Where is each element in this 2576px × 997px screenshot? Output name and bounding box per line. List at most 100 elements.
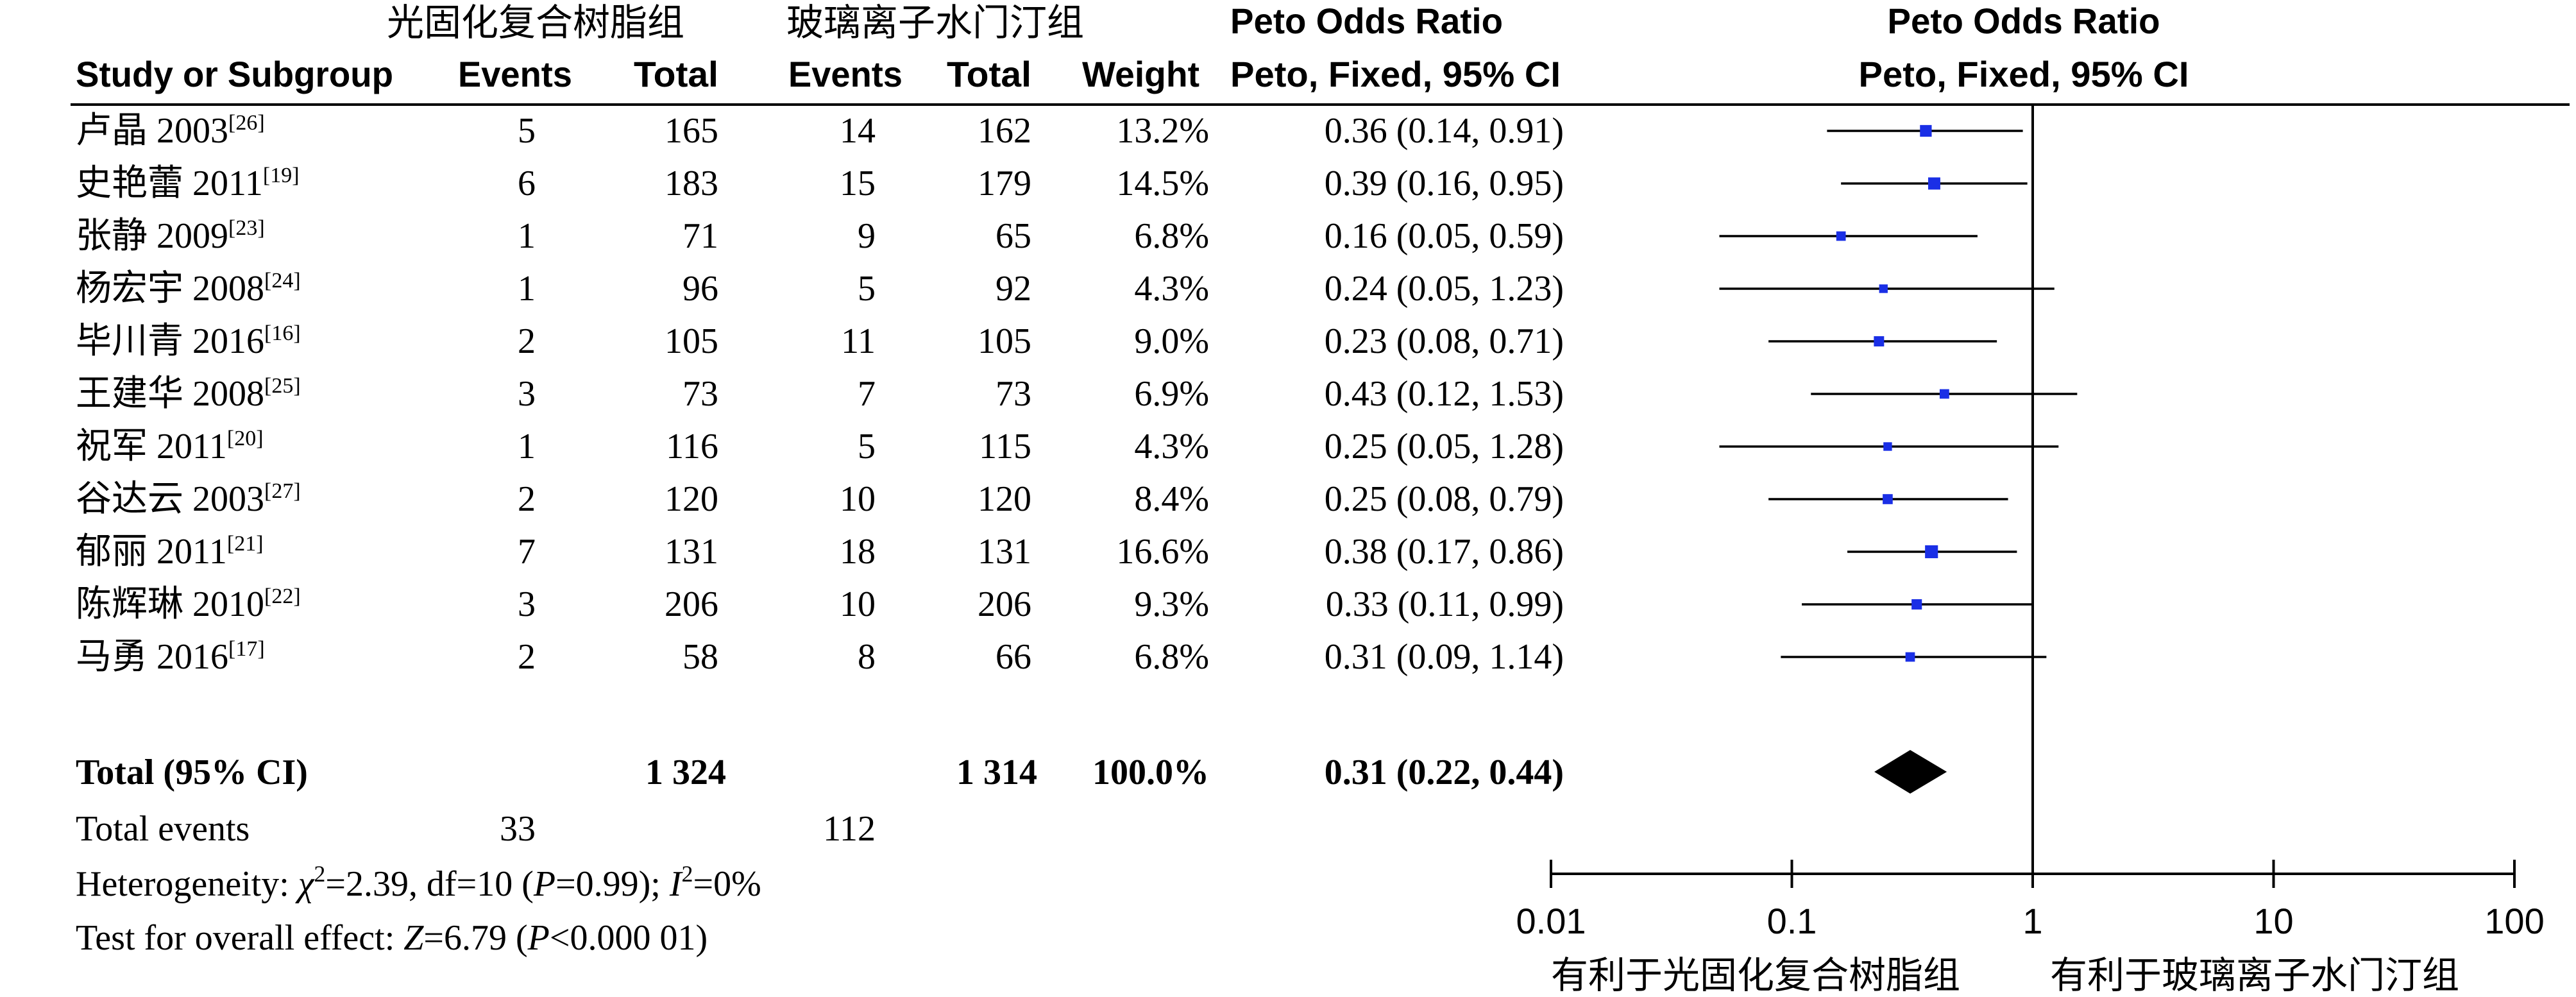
study-header: Study or Subgroup — [76, 54, 393, 94]
study-ci: 0.36 (0.14, 0.91) — [1325, 111, 1564, 151]
table-row: 张静 2009[23] 1 71 9 65 6.8% 0.16 (0.05, 0.59) — [76, 216, 1564, 256]
study-label: 史艳蕾 2011 — [76, 164, 263, 203]
overall-part: <0.000 01) — [550, 918, 708, 958]
plot-area: 0.01 0.1 1 10 100 — [1516, 105, 2545, 941]
study-events2: 8 — [858, 637, 876, 677]
total-events2: 112 — [823, 809, 876, 849]
study-total2: 65 — [996, 216, 1031, 256]
heterogeneity-i-sup: 2 — [682, 861, 693, 887]
table-row: 王建华 2008[25] 3 73 7 73 6.9% 0.43 (0.12, 1.53) — [76, 374, 1564, 414]
study-ref: [27] — [264, 479, 301, 503]
weight-header: Weight — [1082, 54, 1199, 94]
total-row: Total (95% CI) 1 324 1 314 100.0% 0.31 (… — [76, 753, 1564, 792]
point-estimate — [1911, 599, 1922, 610]
study-total1: 206 — [665, 584, 718, 624]
heterogeneity-p: P — [533, 864, 555, 904]
table-row: 陈辉琳 2010[22] 3 206 10 206 9.3% 0.33 (0.11, 0.9… — [76, 584, 1564, 624]
study-total2: 206 — [978, 584, 1031, 624]
study-total1: 131 — [665, 532, 718, 572]
x-tick-label: 0.01 — [1516, 901, 1586, 941]
study-total1: 165 — [665, 111, 718, 151]
study-total1: 183 — [665, 164, 718, 203]
study-weight: 4.3% — [1134, 269, 1209, 309]
study-weight: 6.9% — [1134, 374, 1209, 414]
overall-p: P — [527, 918, 550, 958]
study-total2: 105 — [978, 321, 1031, 361]
study-weight: 8.4% — [1134, 479, 1209, 519]
x-axis-ticks: 0.01 0.1 1 10 100 — [1516, 860, 2545, 941]
point-estimate — [1883, 494, 1893, 504]
study-ref: [17] — [228, 637, 265, 661]
study-label: 祝军 2011 — [76, 427, 227, 466]
heterogeneity-text: Heterogeneity: χ2=2.39, df=10 (P=0.99); … — [76, 861, 761, 904]
study-ci: 0.39 (0.16, 0.95) — [1325, 164, 1564, 203]
total-events-label: Total events — [76, 809, 250, 849]
heterogeneity-part: =0.99); — [555, 864, 670, 904]
study-events1: 3 — [518, 584, 536, 624]
study-label: 陈辉琳 2010 — [76, 584, 264, 624]
study-name: 郁丽 2011[21] — [76, 532, 264, 572]
study-ci: 0.33 (0.11, 0.99) — [1326, 584, 1564, 624]
plot-sub-header: Peto, Fixed, 95% CI — [1859, 54, 2189, 94]
total-label: Total (95% CI) — [76, 753, 308, 792]
study-events1: 6 — [518, 164, 536, 203]
study-events1: 2 — [518, 637, 536, 677]
total-total1: 1 324 — [645, 753, 726, 792]
study-total2: 179 — [978, 164, 1031, 203]
study-label: 王建华 2008 — [76, 374, 264, 414]
study-events2: 10 — [840, 479, 876, 519]
study-name: 马勇 2016[17] — [76, 637, 265, 677]
study-ref: [24] — [264, 269, 301, 293]
study-weight: 9.3% — [1134, 584, 1209, 624]
point-estimate — [1874, 336, 1885, 346]
or-title-header: Peto Odds Ratio — [1230, 1, 1503, 41]
study-total1: 58 — [682, 637, 718, 677]
study-ref: [21] — [227, 532, 264, 556]
study-ref: [22] — [264, 584, 301, 608]
study-total1: 120 — [665, 479, 718, 519]
point-estimate — [1920, 124, 1932, 137]
favours-left-label: 有利于光固化复合树脂组 — [1551, 955, 1960, 996]
group1-header: 光固化复合树脂组 — [387, 2, 684, 44]
study-events2: 10 — [840, 584, 876, 624]
column-headers: 光固化复合树脂组 玻璃离子水门汀组 Peto Odds Ratio Peto, … — [76, 1, 2189, 94]
study-total1: 116 — [666, 427, 718, 466]
study-total2: 131 — [978, 532, 1031, 572]
study-name: 王建华 2008[25] — [76, 374, 301, 414]
study-label: 杨宏宇 2008 — [76, 269, 264, 309]
total-weight: 100.0% — [1092, 753, 1209, 792]
overall-part: =6.79 ( — [423, 918, 527, 958]
study-name: 卢晶 2003[26] — [76, 111, 265, 151]
heterogeneity-part: Heterogeneity: — [76, 864, 298, 904]
study-events2: 5 — [858, 269, 876, 309]
total-ci: 0.31 (0.22, 0.44) — [1325, 753, 1564, 792]
study-events1: 2 — [518, 321, 536, 361]
study-total1: 96 — [682, 269, 718, 309]
point-estimate — [1883, 442, 1892, 451]
study-weight: 14.5% — [1116, 164, 1209, 203]
total-total2: 1 314 — [956, 753, 1037, 792]
study-total2: 120 — [978, 479, 1031, 519]
favours-right-label: 有利于玻璃离子水门汀组 — [2050, 955, 2459, 996]
study-name: 陈辉琳 2010[22] — [76, 584, 301, 624]
table-row: 郁丽 2011[21] 7 131 18 131 16.6% 0.38 (0.17, 0.8… — [76, 532, 1564, 572]
x-tick-label: 100 — [2484, 901, 2544, 941]
heterogeneity-part: =2.39, df=10 ( — [325, 864, 533, 904]
study-total2: 92 — [996, 269, 1031, 309]
overall-z: Z — [403, 918, 424, 958]
table-row: 毕川青 2016[16] 2 105 11 105 9.0% 0.23 (0.08, 0.7… — [76, 321, 1564, 361]
table-row: 谷达云 2003[27] 2 120 10 120 8.4% 0.25 (0.08, 0.7… — [76, 479, 1564, 519]
study-name: 毕川青 2016[16] — [76, 321, 301, 361]
study-name: 谷达云 2003[27] — [76, 479, 301, 519]
study-ci: 0.31 (0.09, 1.14) — [1325, 637, 1564, 677]
or-sub-header: Peto, Fixed, 95% CI — [1230, 54, 1561, 94]
study-weight: 13.2% — [1116, 111, 1209, 151]
table-row: 卢晶 2003[26] 5 165 14 162 13.2% 0.36 (0.14, 0.9… — [76, 111, 1564, 151]
study-events1: 3 — [518, 374, 536, 414]
study-ci: 0.16 (0.05, 0.59) — [1325, 216, 1564, 256]
study-total2: 115 — [979, 427, 1031, 466]
total1-header: Total — [634, 54, 718, 94]
plot-title-header: Peto Odds Ratio — [1888, 1, 2160, 41]
table-row: 史艳蕾 2011[19] 6 183 15 179 14.5% 0.39 (0.16, 0.… — [76, 164, 1564, 203]
